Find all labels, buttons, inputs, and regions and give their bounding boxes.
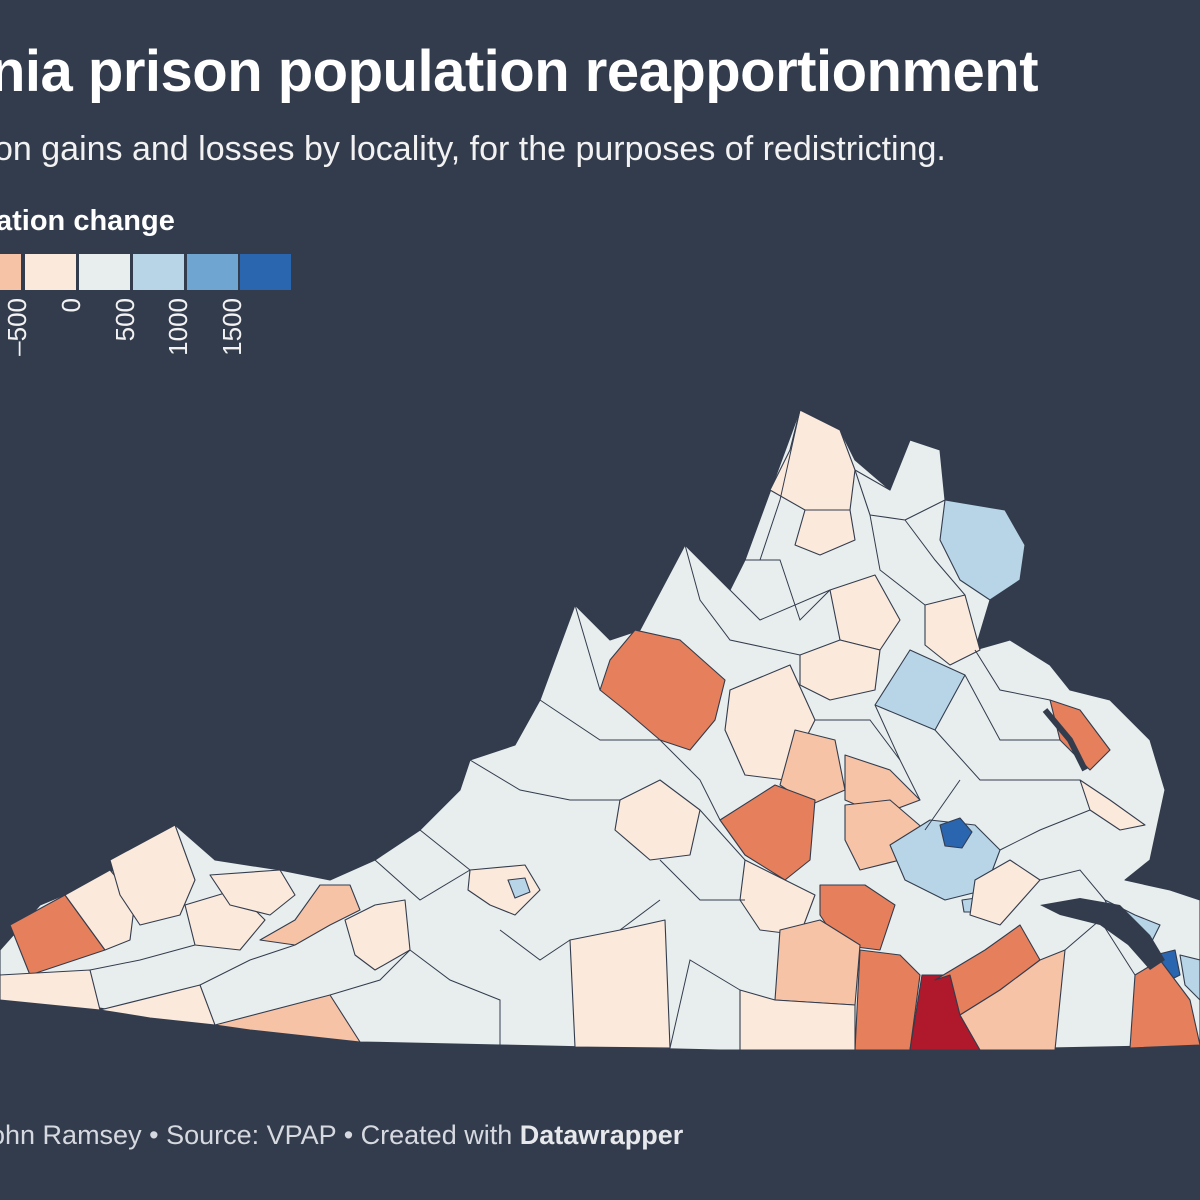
legend-tick: 500 (110, 298, 140, 342)
separator: • (149, 1120, 167, 1150)
county-shape (799, 639, 881, 701)
county-shape (719, 784, 816, 881)
legend-swatch (79, 254, 130, 290)
county-shape (844, 754, 921, 816)
legend-swatch (240, 254, 291, 290)
county-shape (599, 629, 726, 751)
chart-title: nia prison population reapportionment (0, 39, 1039, 104)
separator: • (343, 1120, 361, 1150)
county-shape (939, 817, 973, 849)
legend-tick: 1500 (217, 298, 247, 356)
county-shape (1179, 954, 1200, 1001)
legend-swatch (25, 254, 76, 290)
footer-credits: ohn Ramsey • Source: VPAP • Created with… (0, 1120, 683, 1151)
county-shape (214, 994, 361, 1043)
county-shape (109, 824, 196, 926)
county-shape (854, 949, 921, 1051)
county-borders (89, 409, 1136, 1049)
river (1042, 708, 1088, 772)
legend-title: ation change (0, 205, 175, 237)
county-shape (259, 884, 361, 946)
county-shape (939, 499, 1026, 601)
county-shape (854, 439, 946, 521)
county-shape (924, 594, 981, 666)
source-credit: Source: VPAP (166, 1120, 337, 1150)
chart-subtitle: on gains and losses by locality, for the… (0, 130, 946, 168)
chesapeake-water (1040, 898, 1165, 970)
county-shape (829, 574, 901, 651)
county-shape (1049, 699, 1111, 771)
county-shape (969, 859, 1041, 926)
legend-tick: –500 (2, 298, 32, 356)
county-shape (794, 509, 856, 556)
county-shape (614, 779, 701, 861)
county-shape (739, 989, 856, 1051)
legend-swatch (0, 254, 21, 290)
legend-swatch (187, 254, 238, 290)
county-shape (779, 729, 846, 806)
county-shape (64, 869, 136, 951)
author-credit: ohn Ramsey (0, 1120, 142, 1150)
county-shape (1079, 779, 1146, 831)
legend-tick: 1000 (163, 298, 193, 356)
county-shape (209, 869, 296, 916)
county-shape (9, 894, 106, 976)
county-shape (569, 919, 671, 1049)
county-shape (0, 969, 101, 1011)
county-shape (507, 877, 531, 899)
county-shape (467, 864, 541, 916)
legend-tick: 0 (56, 298, 86, 313)
created-with: Created with (360, 1120, 513, 1150)
datawrapper-link[interactable]: Datawrapper (519, 1120, 684, 1150)
county-shape (774, 919, 861, 1006)
color-legend: –500 0 500 1000 1500 (0, 254, 300, 374)
legend-swatch (133, 254, 184, 290)
